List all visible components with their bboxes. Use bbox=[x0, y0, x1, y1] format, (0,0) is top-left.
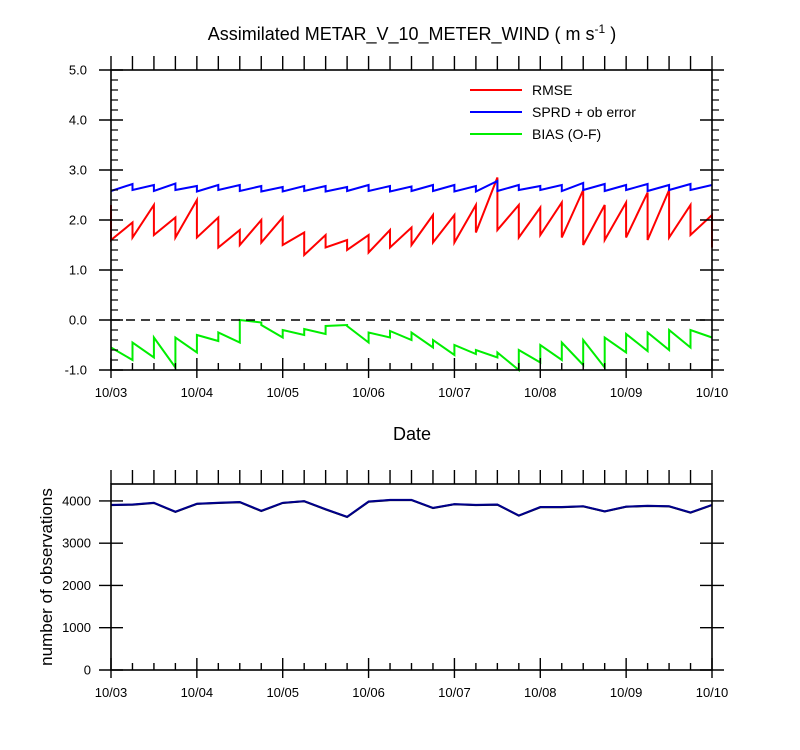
series-line-rmse bbox=[110, 177, 713, 258]
x-tick-label: 10/05 bbox=[266, 385, 299, 400]
y-tick-label: 2000 bbox=[62, 578, 91, 593]
x-axis-label: Date bbox=[393, 424, 431, 444]
plot-frame bbox=[110, 483, 713, 671]
legend-label: RMSE bbox=[532, 82, 572, 98]
y-tick-label: 1000 bbox=[62, 620, 91, 635]
x-tick-label: 10/04 bbox=[181, 385, 214, 400]
y-tick-label: 3.0 bbox=[69, 163, 87, 178]
x-tick-label: 10/04 bbox=[181, 685, 214, 700]
x-tick-label: 10/10 bbox=[696, 685, 729, 700]
x-tick-label: 10/08 bbox=[524, 685, 557, 700]
legend: RMSE SPRD + ob error BIAS (O-F) bbox=[470, 82, 636, 142]
series-line-bias-o-f bbox=[110, 318, 713, 373]
legend-label: SPRD + ob error bbox=[532, 104, 636, 120]
x-tick-label: 10/03 bbox=[95, 385, 128, 400]
x-tick-label: 10/08 bbox=[524, 385, 557, 400]
x-tick-label: 10/07 bbox=[438, 385, 471, 400]
series-lines bbox=[110, 498, 713, 519]
axis-ticks: 10/03 10/04 10/05 10/06 10/07 10/08 10/09 10/10… bbox=[62, 470, 728, 700]
legend-label: BIAS (O-F) bbox=[532, 126, 601, 142]
x-tick-label: 10/03 bbox=[95, 685, 128, 700]
y-tick-label: -1.0 bbox=[65, 363, 87, 378]
x-tick-label: 10/06 bbox=[352, 685, 385, 700]
y-tick-label: 5.0 bbox=[69, 63, 87, 78]
y-tick-label: 3000 bbox=[62, 536, 91, 551]
axis-ticks: 10/03 10/04 10/05 10/06 10/07 10/08 10/09 10/10… bbox=[65, 56, 729, 400]
y-tick-label: 0.0 bbox=[69, 313, 87, 328]
x-tick-label: 10/10 bbox=[696, 385, 729, 400]
main-chart: Assimilated METAR_V_10_METER_WIND ( m s-… bbox=[65, 22, 729, 444]
series-line-possible bbox=[110, 498, 713, 518]
series-line-sprd-ob-error bbox=[110, 179, 713, 194]
series-lines bbox=[110, 177, 713, 373]
y-tick-label: 4.0 bbox=[69, 113, 87, 128]
x-tick-label: 10/09 bbox=[610, 385, 643, 400]
y-tick-label: 2.0 bbox=[69, 213, 87, 228]
x-tick-label: 10/05 bbox=[266, 685, 299, 700]
chart-title: Assimilated METAR_V_10_METER_WIND ( m s-… bbox=[208, 22, 616, 45]
y-tick-label: 4000 bbox=[62, 493, 91, 508]
x-tick-label: 10/06 bbox=[352, 385, 385, 400]
observations-chart: 10/03 10/04 10/05 10/06 10/07 10/08 10/09 10/10… bbox=[37, 470, 728, 700]
y-tick-label: 0 bbox=[84, 663, 91, 678]
x-tick-label: 10/07 bbox=[438, 685, 471, 700]
x-tick-label: 10/09 bbox=[610, 685, 643, 700]
y-axis-label: number of observations bbox=[37, 488, 56, 666]
y-tick-label: 1.0 bbox=[69, 263, 87, 278]
